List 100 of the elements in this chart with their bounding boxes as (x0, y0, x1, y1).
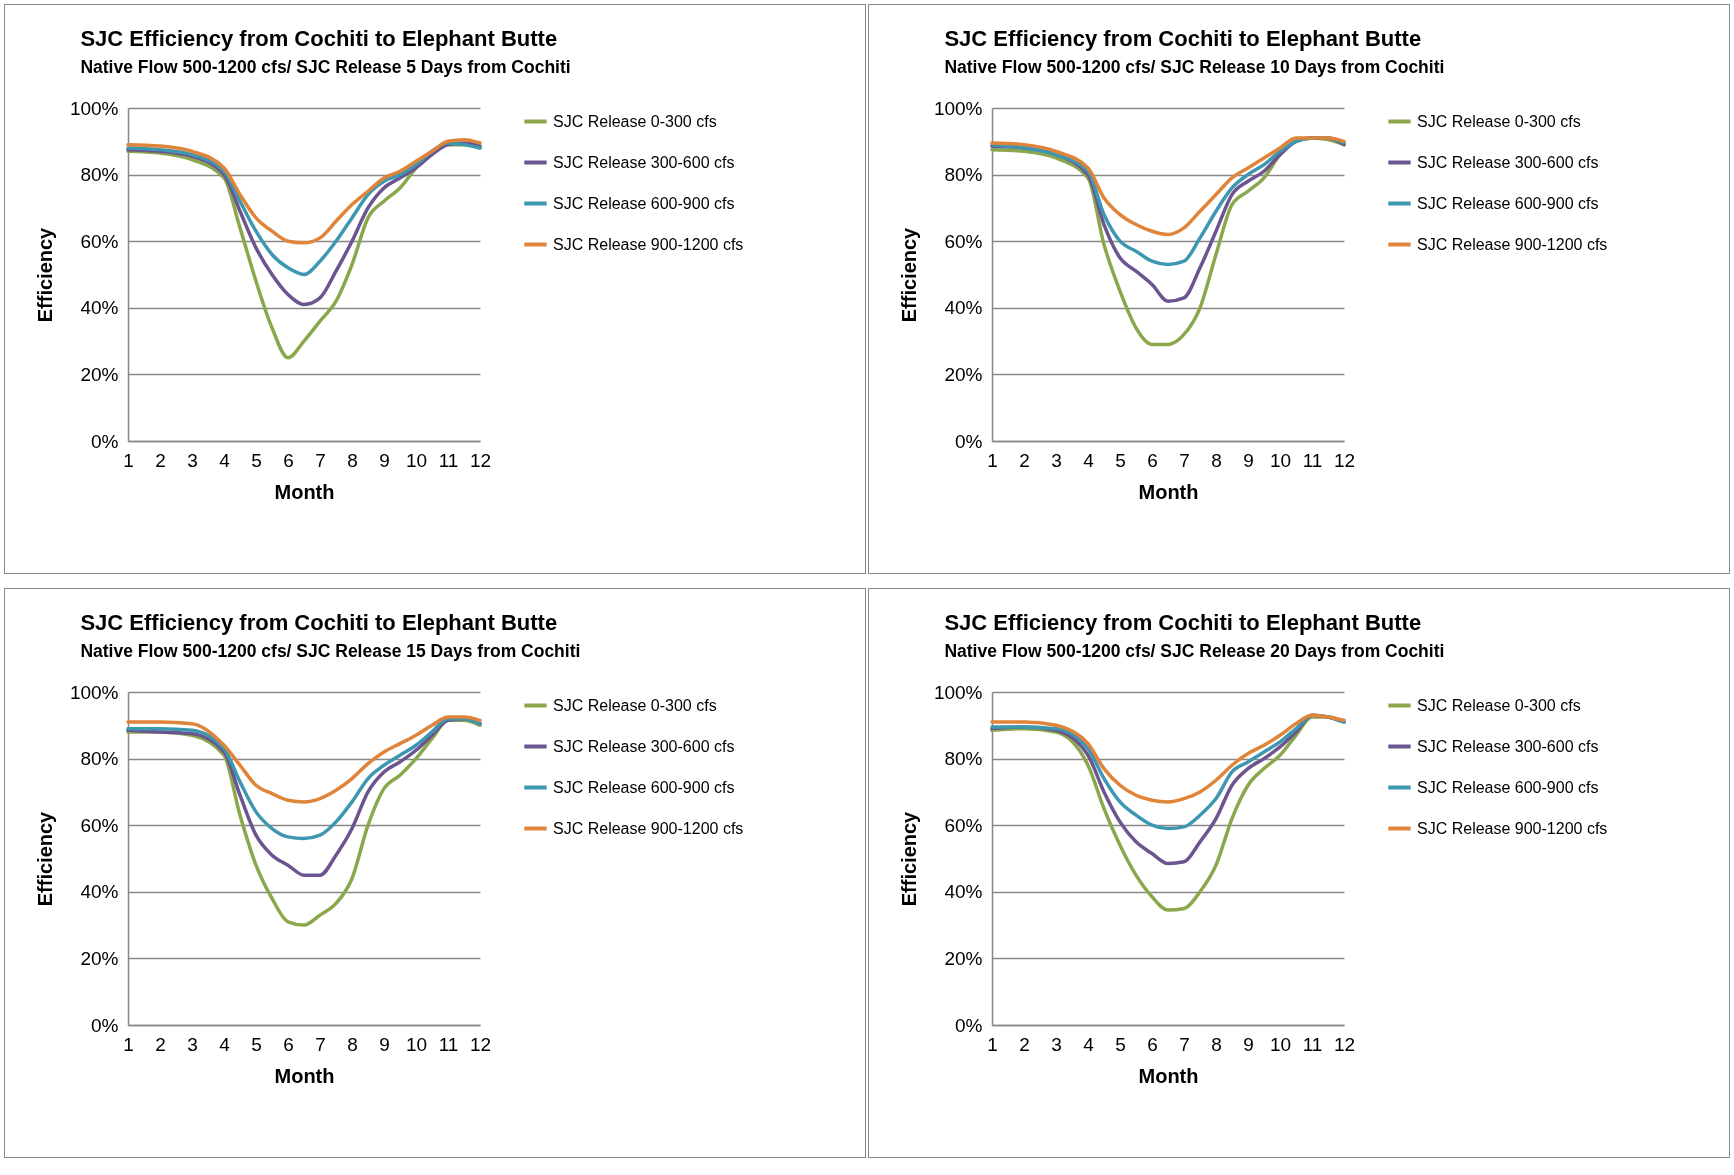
line-series (126, 137, 482, 245)
x-tick-label: 5 (1115, 1033, 1126, 1055)
x-tick-label: 2 (1019, 1033, 1030, 1055)
x-tick-label: 6 (283, 1033, 294, 1055)
legend-label: SJC Release 900-1200 cfs (1417, 819, 1608, 837)
x-tick-label: 3 (187, 1033, 198, 1055)
chart-subtitle: Native Flow 500-1200 cfs/ SJC Release 15 Days from Cochiti (80, 640, 581, 661)
x-tick-label: 1 (987, 449, 998, 471)
y-tick-label: 0% (955, 1014, 983, 1036)
y-tick-label: 40% (944, 881, 983, 903)
x-tick-label: 10 (405, 449, 428, 471)
line-series (126, 716, 482, 841)
x-tick-label: 1 (987, 1033, 998, 1055)
x-tick-label: 2 (1019, 449, 1030, 471)
legend-label: SJC Release 300-600 cfs (1417, 737, 1599, 755)
x-tick-label: 2 (155, 449, 166, 471)
y-axis-title: Efficiency (897, 810, 920, 907)
x-tick-label: 8 (1211, 449, 1222, 471)
x-tick-label: 4 (219, 449, 231, 471)
y-tick-label: 60% (944, 814, 983, 836)
x-tick-label: 3 (1051, 1033, 1062, 1055)
legend-label: SJC Release 0-300 cfs (553, 696, 717, 714)
chart-subtitle: Native Flow 500-1200 cfs/ SJC Release 10 Days from Cochiti (944, 56, 1445, 77)
x-tick-label: 9 (1243, 449, 1254, 471)
legend-label: SJC Release 300-600 cfs (1417, 153, 1599, 171)
y-tick-label: 60% (80, 230, 119, 252)
legend-label: SJC Release 600-900 cfs (1417, 194, 1599, 212)
y-tick-label: 80% (80, 164, 119, 186)
line-series (990, 713, 1346, 804)
x-axis-title: Month (1138, 1064, 1199, 1087)
x-tick-label: 10 (405, 1033, 428, 1055)
x-tick-label: 9 (1243, 1033, 1254, 1055)
x-tick-label: 3 (1051, 449, 1062, 471)
x-tick-label: 12 (1333, 449, 1356, 471)
x-tick-label: 6 (283, 449, 294, 471)
x-tick-label: 8 (347, 449, 358, 471)
x-tick-label: 4 (1083, 1033, 1095, 1055)
x-tick-label: 11 (438, 449, 459, 471)
chart-subtitle: Native Flow 500-1200 cfs/ SJC Release 20 Days from Cochiti (944, 640, 1445, 661)
x-tick-label: 5 (251, 449, 262, 471)
y-tick-label: 20% (80, 363, 119, 385)
y-tick-label: 20% (80, 947, 119, 969)
x-axis-title: Month (1138, 480, 1199, 503)
x-tick-label: 9 (379, 449, 390, 471)
y-tick-label: 60% (80, 814, 119, 836)
y-tick-label: 100% (933, 97, 983, 119)
y-tick-label: 80% (80, 748, 119, 770)
y-tick-label: 40% (80, 297, 119, 319)
x-tick-label: 8 (1211, 1033, 1222, 1055)
y-tick-label: 80% (944, 164, 983, 186)
y-tick-label: 0% (91, 430, 119, 452)
y-tick-label: 20% (944, 947, 983, 969)
chart-title: SJC Efficiency from Cochiti to Elephant Butte (80, 25, 558, 51)
x-tick-label: 6 (1147, 449, 1158, 471)
x-tick-label: 5 (1115, 449, 1126, 471)
x-axis-title: Month (274, 1064, 335, 1087)
legend-label: SJC Release 900-1200 cfs (1417, 235, 1608, 253)
x-tick-label: 11 (1302, 449, 1323, 471)
x-tick-label: 5 (251, 1033, 262, 1055)
legend-label: SJC Release 600-900 cfs (553, 778, 735, 796)
x-tick-label: 7 (1179, 1033, 1190, 1055)
line-series (126, 715, 482, 804)
x-tick-label: 12 (469, 1033, 492, 1055)
y-tick-label: 0% (91, 1014, 119, 1036)
x-tick-label: 4 (1083, 449, 1095, 471)
x-tick-label: 9 (379, 1033, 390, 1055)
line-series (126, 141, 482, 277)
legend-label: SJC Release 600-900 cfs (1417, 778, 1599, 796)
chart-title: SJC Efficiency from Cochiti to Elephant Butte (944, 609, 1422, 635)
chart-title: SJC Efficiency from Cochiti to Elephant Butte (80, 609, 558, 635)
x-tick-label: 10 (1269, 1033, 1292, 1055)
x-axis-title: Month (274, 480, 335, 503)
x-tick-label: 7 (315, 449, 326, 471)
x-tick-label: 11 (1302, 1033, 1323, 1055)
chart-subtitle: Native Flow 500-1200 cfs/ SJC Release 5 Days from Cochiti (80, 56, 571, 77)
legend-label: SJC Release 0-300 cfs (553, 112, 717, 130)
x-tick-label: 7 (315, 1033, 326, 1055)
x-tick-label: 1 (123, 1033, 134, 1055)
chart-title: SJC Efficiency from Cochiti to Elephant Butte (944, 25, 1422, 51)
legend-label: SJC Release 300-600 cfs (553, 737, 735, 755)
x-tick-label: 4 (219, 1033, 231, 1055)
x-tick-label: 6 (1147, 1033, 1158, 1055)
legend-label: SJC Release 0-300 cfs (1417, 112, 1581, 130)
y-tick-label: 100% (69, 681, 119, 703)
y-axis-title: Efficiency (33, 810, 56, 907)
line-series (990, 136, 1346, 237)
y-tick-label: 40% (944, 297, 983, 319)
y-tick-label: 80% (944, 748, 983, 770)
legend-label: SJC Release 300-600 cfs (553, 153, 735, 171)
x-tick-label: 2 (155, 1033, 166, 1055)
legend-label: SJC Release 900-1200 cfs (553, 819, 744, 837)
x-tick-label: 3 (187, 449, 198, 471)
y-tick-label: 0% (955, 430, 983, 452)
x-tick-label: 12 (1333, 1033, 1356, 1055)
legend-label: SJC Release 0-300 cfs (1417, 696, 1581, 714)
y-tick-label: 100% (69, 97, 119, 119)
x-tick-label: 12 (469, 449, 492, 471)
y-axis-title: Efficiency (897, 226, 920, 323)
legend-label: SJC Release 600-900 cfs (553, 194, 735, 212)
legend-label: SJC Release 900-1200 cfs (553, 235, 744, 253)
